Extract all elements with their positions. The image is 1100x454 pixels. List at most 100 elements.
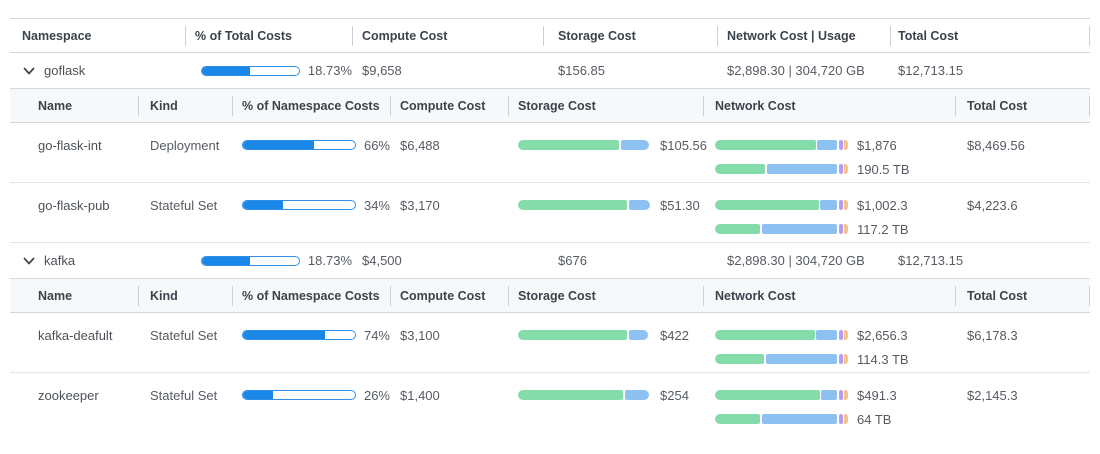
percent-of-total-bar	[201, 255, 300, 266]
orange-segment	[844, 414, 848, 424]
blue-segment	[628, 330, 649, 340]
orange-segment	[844, 354, 848, 364]
green-segment	[518, 200, 628, 210]
green-segment	[715, 414, 761, 424]
column-header-pct-namespace: % of Namespace Costs	[232, 99, 390, 113]
blue-segment	[821, 390, 838, 400]
workload-name: kafka-deafult	[38, 327, 113, 343]
storage-cost-bar	[518, 390, 651, 400]
compute-cost-value: $3,170	[400, 197, 440, 213]
total-cost-value: $2,145.3	[967, 387, 1018, 403]
network-usage-bar	[715, 414, 848, 424]
namespace-row[interactable]: kafka 18.73% $4,500 $676 $2,898.30 | 304…	[10, 243, 1090, 279]
orange-segment	[844, 200, 848, 210]
percent-of-namespace-label: 74%	[363, 327, 390, 343]
column-header-storage-cost: Storage Cost	[543, 29, 717, 43]
column-header-network-cost: Network Cost	[703, 289, 955, 303]
column-header-pct-total: % of Total Costs	[185, 29, 352, 43]
column-header-total-cost: Total Cost	[890, 29, 1088, 43]
network-usage-bar	[715, 164, 848, 174]
percent-bar-fill	[243, 141, 314, 149]
network-usage-value: 190.5 TB	[857, 161, 910, 177]
column-header-total-cost: Total Cost	[955, 289, 1088, 303]
total-cost-value: $12,713.15	[898, 253, 964, 268]
orange-segment	[844, 330, 848, 340]
workload-row[interactable]: kafka-deafult Stateful Set 74% $3,100 $4…	[10, 313, 1090, 373]
percent-of-namespace-bar	[242, 330, 356, 340]
storage-cost-value: $105.56	[660, 137, 707, 153]
workload-row[interactable]: go-flask-pub Stateful Set 34% $3,170 $51…	[10, 183, 1090, 243]
workload-row[interactable]: zookeeper Stateful Set 26% $1,400 $254 $…	[10, 373, 1090, 433]
green-segment	[715, 224, 761, 234]
column-header-compute-cost: Compute Cost	[390, 99, 508, 113]
storage-cost-value: $51.30	[660, 197, 700, 213]
total-cost-value: $6,178.3	[967, 327, 1018, 343]
workload-kind: Deployment	[150, 137, 220, 153]
purple-segment	[838, 414, 843, 424]
storage-cost-value: $422	[660, 327, 689, 343]
blue-segment	[816, 330, 838, 340]
workload-row[interactable]: go-flask-int Deployment 66% $6,488 $105.…	[10, 123, 1090, 183]
column-header-network-cost: Network Cost	[703, 99, 955, 113]
percent-of-total-label: 18.73%	[307, 63, 352, 78]
total-cost-value: $12,713.15	[898, 63, 964, 78]
green-segment	[715, 200, 819, 210]
column-header-compute-cost: Compute Cost	[390, 289, 508, 303]
orange-segment	[844, 140, 848, 150]
green-segment	[518, 140, 620, 150]
network-usage-bar	[715, 224, 848, 234]
green-segment	[518, 390, 624, 400]
percent-of-namespace-label: 26%	[363, 387, 390, 403]
percent-of-total-label: 18.73%	[307, 253, 352, 268]
purple-segment	[838, 200, 843, 210]
green-segment	[715, 330, 815, 340]
blue-segment	[817, 140, 838, 150]
network-cost-bar	[715, 390, 848, 400]
green-segment	[715, 390, 820, 400]
workload-name: zookeeper	[38, 387, 99, 403]
chevron-down-icon[interactable]	[22, 254, 36, 268]
percent-bar-fill	[243, 331, 325, 339]
percent-of-namespace-bar	[242, 140, 356, 150]
blue-segment	[761, 224, 838, 234]
network-cost-value: $491.3	[857, 387, 897, 403]
total-cost-value: $4,223.6	[967, 197, 1018, 213]
network-usage-value: 117.2 TB	[857, 221, 909, 237]
blue-segment	[761, 414, 838, 424]
column-header-compute-cost: Compute Cost	[352, 29, 543, 43]
workload-kind: Stateful Set	[150, 387, 218, 403]
storage-cost-value: $156.85	[558, 63, 605, 78]
green-segment	[518, 330, 628, 340]
blue-segment	[624, 390, 649, 400]
chevron-down-icon[interactable]	[22, 64, 36, 78]
storage-cost-bar	[518, 330, 651, 340]
column-header-storage-cost: Storage Cost	[508, 99, 703, 113]
compute-cost-value: $6,488	[400, 137, 440, 153]
column-header-name: Name	[38, 98, 73, 113]
network-cost-bar	[715, 330, 848, 340]
table-body: goflask 18.73% $9,658 $156.85 $2,898.30 …	[10, 53, 1090, 433]
orange-segment	[844, 164, 848, 174]
network-usage-value: 114.3 TB	[857, 351, 909, 367]
purple-segment	[838, 140, 843, 150]
percent-bar-fill	[243, 391, 274, 399]
blue-segment	[766, 164, 838, 174]
storage-cost-bar	[518, 200, 651, 210]
percent-bar-fill	[202, 66, 251, 75]
percent-of-namespace-label: 66%	[363, 137, 390, 153]
network-cost-usage-value: $2,898.30 | 304,720 GB	[727, 253, 865, 268]
percent-bar-fill	[243, 201, 284, 209]
network-cost-value: $2,656.3	[857, 327, 908, 343]
network-cost-value: $1,876	[857, 137, 897, 153]
namespace-row[interactable]: goflask 18.73% $9,658 $156.85 $2,898.30 …	[10, 53, 1090, 89]
green-segment	[715, 164, 766, 174]
column-header-kind: Kind	[138, 99, 232, 113]
compute-cost-value: $1,400	[400, 387, 440, 403]
network-cost-bar	[715, 200, 848, 210]
workload-kind: Stateful Set	[150, 327, 218, 343]
network-usage-value: 64 TB	[857, 411, 892, 427]
storage-cost-value: $254	[660, 387, 689, 403]
orange-segment	[844, 224, 848, 234]
percent-of-total-bar	[201, 65, 300, 76]
network-cost-bar	[715, 140, 848, 150]
